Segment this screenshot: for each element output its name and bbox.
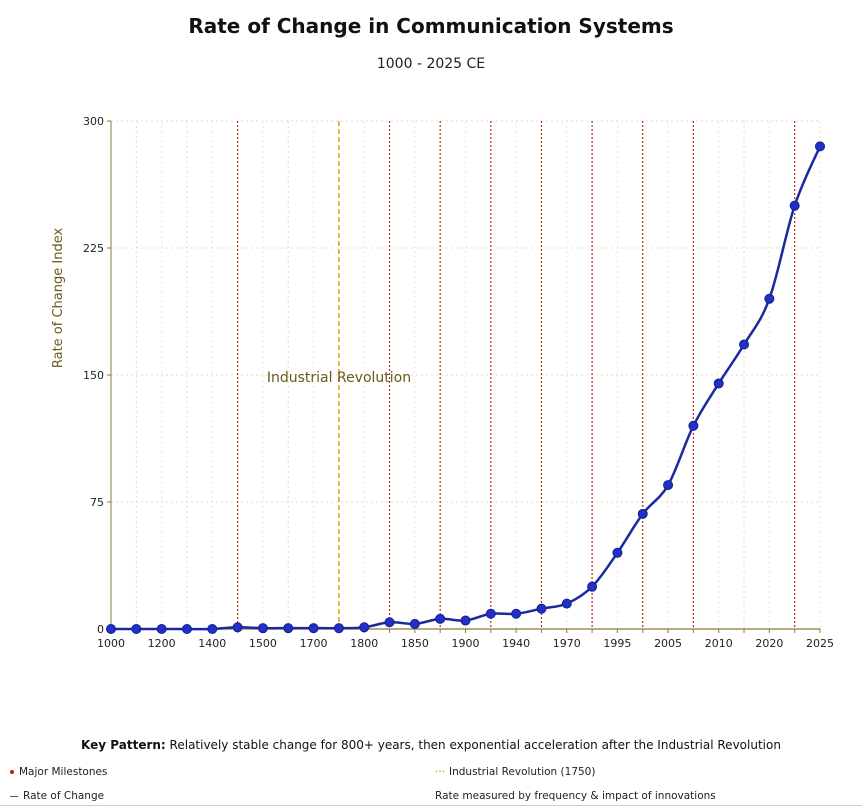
legend-measurement-note: Rate measured by frequency & impact of i… [435, 790, 716, 802]
x-tick-label: 2010 [705, 637, 733, 650]
data-point [612, 547, 623, 558]
x-tick-label: 1800 [350, 637, 378, 650]
y-tick-label: 150 [83, 369, 104, 382]
milestone-lines [237, 121, 796, 629]
data-point [207, 624, 218, 634]
data-point [789, 200, 800, 211]
divider [0, 805, 862, 806]
data-point [131, 624, 142, 634]
x-tick-label: 1900 [452, 637, 480, 650]
x-tick-label: 1000 [97, 637, 125, 650]
legend-rate-of-change: Rate of Change [10, 790, 104, 802]
x-tick-label: 1200 [148, 637, 176, 650]
industrial-revolution-label: Industrial Revolution [267, 370, 411, 386]
data-point [688, 420, 699, 431]
x-tick-label: 1700 [300, 637, 328, 650]
data-point [637, 508, 648, 519]
legend-note-label: Rate measured by frequency & impact of i… [435, 790, 716, 802]
chart-area: 0 75 150 225 300 1000 1200 1400 1500 1700 1800 1850… [51, 115, 834, 650]
data-point [764, 293, 775, 304]
data-point [536, 603, 547, 614]
data-point [308, 623, 319, 634]
x-tick-label: 1850 [401, 637, 429, 650]
data-point [561, 598, 572, 609]
series-rate-of-change [106, 141, 825, 634]
x-tick-label: 2005 [654, 637, 682, 650]
y-tick-label: 75 [90, 496, 104, 509]
x-tick-label: 1940 [502, 637, 530, 650]
line-sample-icon [10, 795, 18, 797]
data-point [384, 617, 395, 628]
data-point [156, 624, 167, 634]
data-point [359, 622, 370, 633]
data-point [511, 608, 522, 619]
y-axis-label: Rate of Change Index [51, 228, 66, 369]
data-point [663, 480, 674, 491]
data-point [232, 622, 243, 633]
data-point [485, 608, 496, 619]
data-point [739, 339, 750, 350]
x-tick-label: 1995 [603, 637, 631, 650]
legend-industrial-revolution: ··· Industrial Revolution (1750) [435, 766, 595, 778]
dotted-line-icon: ··· [435, 766, 446, 778]
x-tick-label: 2025 [806, 637, 834, 650]
data-point [460, 615, 471, 626]
data-point [587, 581, 598, 592]
data-point [409, 618, 420, 629]
chart-subtitle: 1000 - 2025 CE [376, 56, 486, 72]
grid [110, 120, 821, 629]
x-tick-label: 1970 [553, 637, 581, 650]
data-point [181, 624, 192, 634]
data-point [257, 623, 268, 634]
legend-milestones: Major Milestones [10, 766, 107, 778]
key-pattern-note: Key Pattern: Relatively stable change fo… [0, 738, 862, 752]
data-point [333, 623, 344, 634]
data-point [435, 613, 446, 624]
legend-rate-label: Rate of Change [23, 790, 105, 802]
x-tick-label: 2020 [755, 637, 783, 650]
data-point [283, 623, 294, 634]
y-tick-label: 225 [83, 242, 104, 255]
y-tick-label: 300 [83, 115, 104, 128]
chart-title: Rate of Change in Communication Systems [188, 14, 674, 38]
legend-industrial-label: Industrial Revolution (1750) [449, 766, 596, 778]
key-pattern-label: Key Pattern: [81, 738, 166, 752]
legend-milestones-label: Major Milestones [19, 766, 108, 778]
data-point [713, 378, 724, 389]
key-pattern-text: Relatively stable change for 800+ years,… [169, 738, 781, 752]
x-tick-label: 1500 [249, 637, 277, 650]
axes: 0 75 150 225 300 1000 1200 1400 1500 1700 1800 1850… [83, 115, 834, 650]
y-tick-label: 0 [97, 623, 104, 636]
data-point [106, 624, 116, 634]
milestone-dot-icon [10, 770, 14, 774]
x-tick-label: 1400 [198, 637, 226, 650]
data-point [815, 141, 825, 152]
